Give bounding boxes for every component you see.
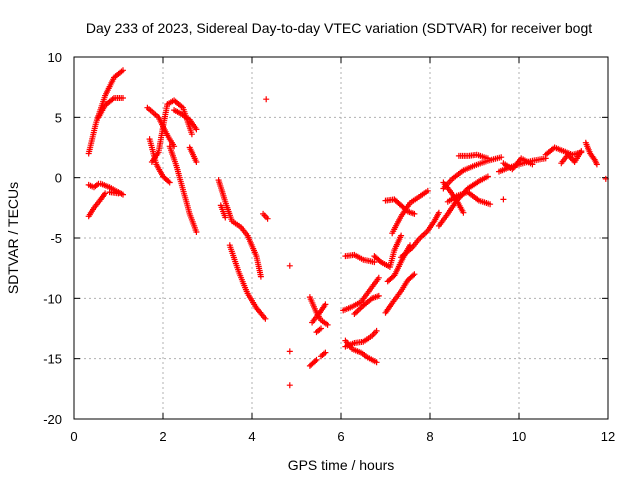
x-tick-label: 10	[512, 429, 526, 444]
data-point	[529, 161, 536, 168]
data-point	[166, 179, 173, 186]
data-point	[263, 96, 270, 103]
data-point	[487, 201, 494, 208]
axis-ticks: 0 2 4 6 8 10 12 10 5 0 -5 -10 -15 -20	[43, 50, 615, 444]
data-point	[424, 187, 431, 194]
data-point	[322, 301, 329, 308]
data-point	[411, 271, 418, 278]
data-point	[484, 173, 491, 180]
data-point	[102, 190, 109, 197]
grid-lines	[74, 57, 608, 419]
data-point	[312, 358, 319, 365]
data-points	[85, 67, 609, 389]
data-point	[324, 321, 331, 328]
y-tick-label: 5	[55, 110, 62, 125]
data-point	[435, 209, 442, 216]
data-point	[193, 229, 200, 235]
y-tick-label: 0	[55, 171, 62, 186]
x-tick-label: 6	[337, 429, 344, 444]
x-tick-label: 8	[426, 429, 433, 444]
y-tick-label: -20	[43, 412, 62, 427]
data-point	[351, 311, 358, 317]
data-point	[373, 327, 380, 334]
data-point	[193, 159, 200, 165]
data-point	[264, 215, 271, 222]
data-point	[313, 356, 320, 363]
y-tick-label: -5	[50, 231, 62, 246]
data-point	[484, 155, 491, 162]
data-point	[578, 148, 585, 155]
data-point	[460, 209, 467, 216]
x-tick-label: 0	[70, 429, 77, 444]
data-point	[286, 348, 293, 355]
data-point	[375, 292, 382, 299]
data-point	[322, 349, 329, 356]
data-point	[318, 325, 324, 332]
data-point	[286, 382, 293, 389]
chart-title: Day 233 of 2023, Sidereal Day-to-day VTE…	[86, 20, 592, 36]
y-tick-label: 10	[48, 50, 62, 65]
data-point	[373, 359, 380, 366]
y-tick-label: -15	[43, 352, 62, 367]
data-point	[262, 315, 269, 322]
x-tick-label: 2	[159, 429, 166, 444]
y-tick-label: -10	[43, 291, 62, 306]
data-point	[375, 274, 382, 281]
data-point	[257, 273, 264, 280]
data-point	[120, 95, 126, 101]
y-axis-label: SDTVAR / TECUs	[5, 182, 21, 294]
data-point	[498, 154, 505, 161]
data-point	[593, 161, 600, 168]
data-point	[398, 232, 405, 239]
x-axis-label: GPS time / hours	[288, 457, 395, 473]
x-tick-label: 4	[248, 429, 255, 444]
data-point	[115, 190, 122, 197]
data-point	[222, 214, 229, 221]
data-point	[286, 262, 293, 269]
data-point	[188, 131, 195, 138]
data-point	[371, 259, 378, 266]
data-point	[410, 272, 417, 279]
data-point	[193, 126, 200, 133]
data-point	[120, 191, 126, 198]
data-point	[411, 210, 418, 217]
x-tick-label: 12	[601, 429, 615, 444]
data-point	[500, 196, 507, 203]
data-point	[120, 67, 126, 74]
plot-frame	[73, 56, 609, 420]
